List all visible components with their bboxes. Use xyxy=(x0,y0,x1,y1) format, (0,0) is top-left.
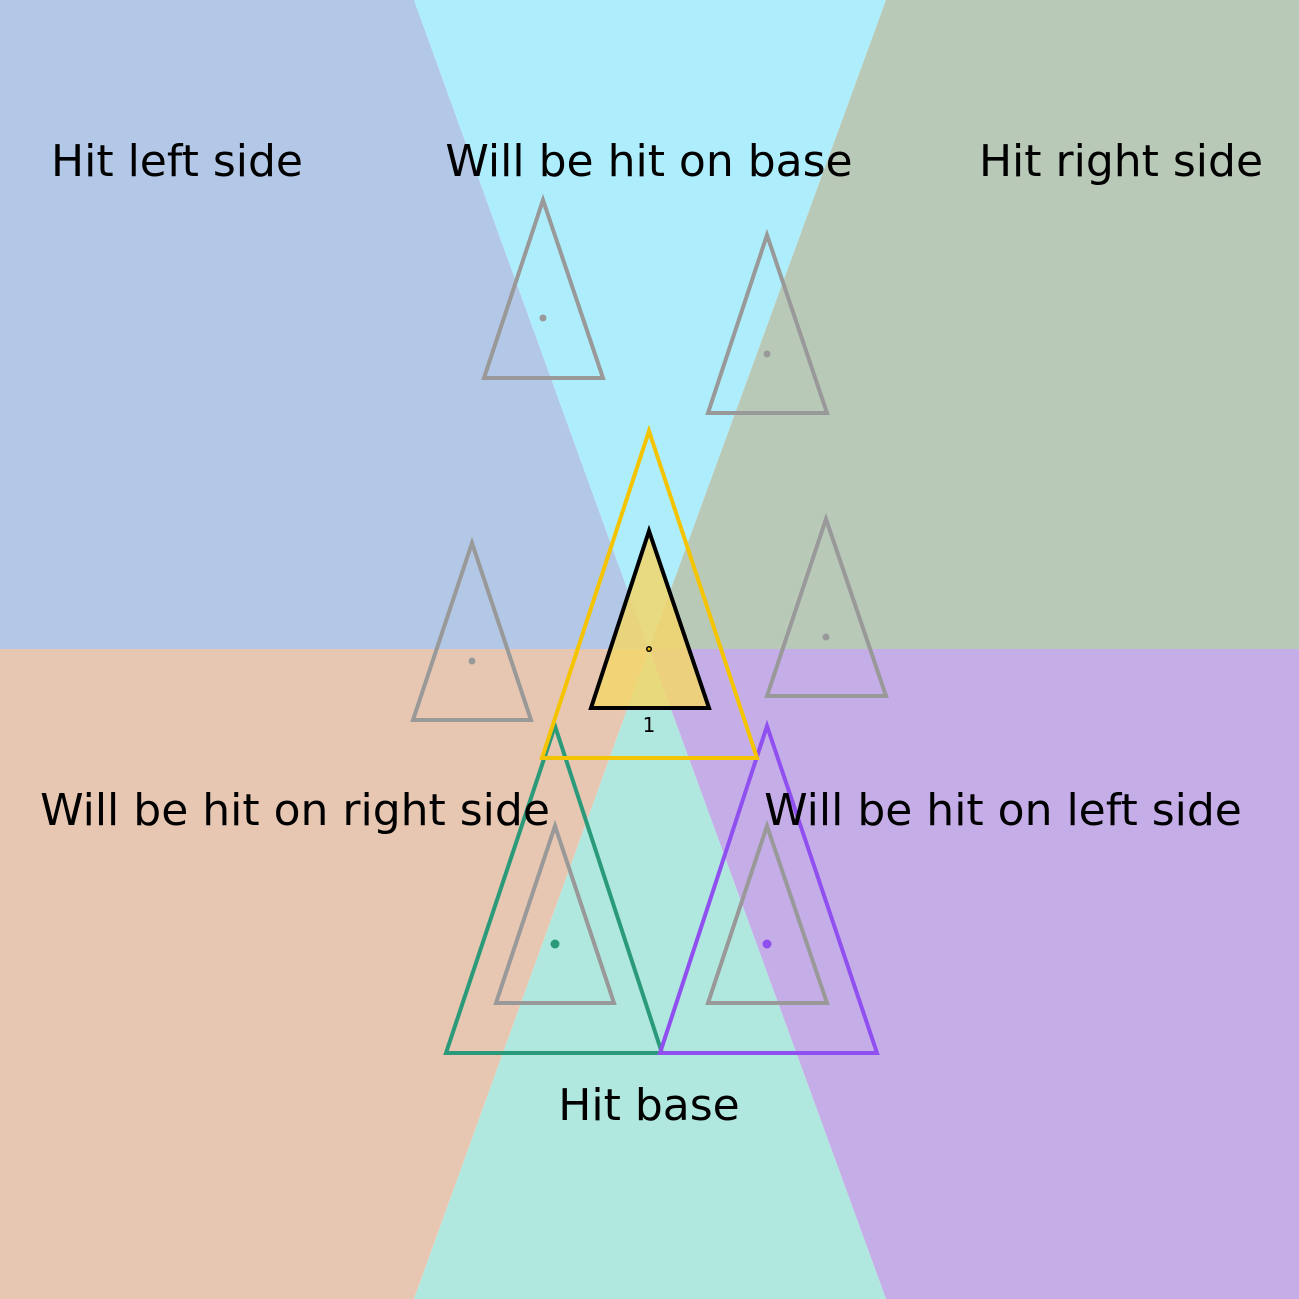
ghost-triangle-bottom-right xyxy=(705,819,830,1005)
ghost-centers xyxy=(468,314,830,665)
label-hit-left-side: Hit left side xyxy=(51,136,303,187)
ghost-center-mid-right xyxy=(822,633,830,641)
region-hit-base xyxy=(414,649,886,1299)
ghost-triangle-top-left xyxy=(481,193,606,380)
ghost-center-top-left xyxy=(539,314,547,322)
center-triangle-id: 1 xyxy=(643,713,656,737)
label-will-be-hit-on-right-side: Will be hit on right side xyxy=(40,785,550,836)
label-will-be-hit-on-left-side: Will be hit on left side xyxy=(764,785,1242,836)
ghost-center-top-right xyxy=(763,350,771,358)
purple-triangle-center xyxy=(762,939,772,949)
green-triangle xyxy=(443,719,665,1055)
ghost-triangle-mid-left xyxy=(410,536,534,722)
ghost-triangle-mid-right xyxy=(764,512,889,698)
center-triangle xyxy=(588,524,712,710)
ghost-triangle-top-right xyxy=(705,228,830,415)
region-will-be-hit-on-base xyxy=(414,0,886,649)
purple-triangle xyxy=(657,719,880,1055)
region-hit-left-side xyxy=(0,0,649,649)
label-hit-right-side: Hit right side xyxy=(979,136,1263,187)
center-triangle-center-dot xyxy=(647,647,651,651)
region-hit-right-side xyxy=(649,0,1299,649)
ghost-center-mid-left xyxy=(468,657,476,665)
region-will-be-hit-on-right-side xyxy=(0,649,649,1299)
outer-yellow-triangle xyxy=(539,424,760,760)
label-hit-base: Hit base xyxy=(558,1080,739,1131)
ghost-triangle-bottom-left xyxy=(493,819,617,1005)
label-will-be-hit-on-base: Will be hit on base xyxy=(445,136,852,187)
green-triangle-center xyxy=(550,939,560,949)
ghost-triangles xyxy=(410,193,889,1005)
region-will-be-hit-on-left-side xyxy=(649,649,1299,1299)
